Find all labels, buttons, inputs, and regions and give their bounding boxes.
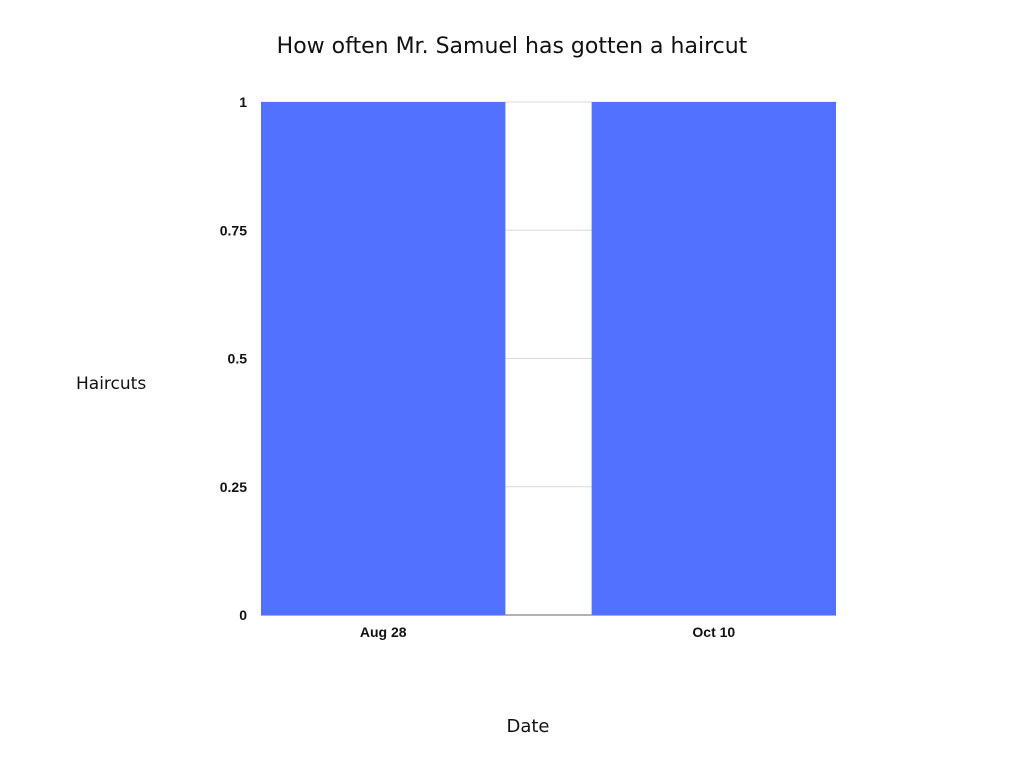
y-tick-label: 0 bbox=[239, 607, 247, 623]
chart-title: How often Mr. Samuel has gotten a haircu… bbox=[276, 34, 748, 59]
x-tick-label: Aug 28 bbox=[360, 624, 407, 640]
y-tick-label: 0.25 bbox=[220, 479, 247, 495]
bar bbox=[261, 102, 506, 615]
y-tick-label: 1 bbox=[239, 94, 247, 110]
x-axis-label: Date bbox=[506, 716, 550, 737]
x-tick-label: Oct 10 bbox=[692, 624, 735, 640]
bar bbox=[591, 102, 836, 615]
y-tick-label: 0.75 bbox=[220, 222, 247, 238]
y-tick-label: 0.5 bbox=[228, 351, 248, 367]
y-axis-label: Haircuts bbox=[76, 374, 147, 394]
